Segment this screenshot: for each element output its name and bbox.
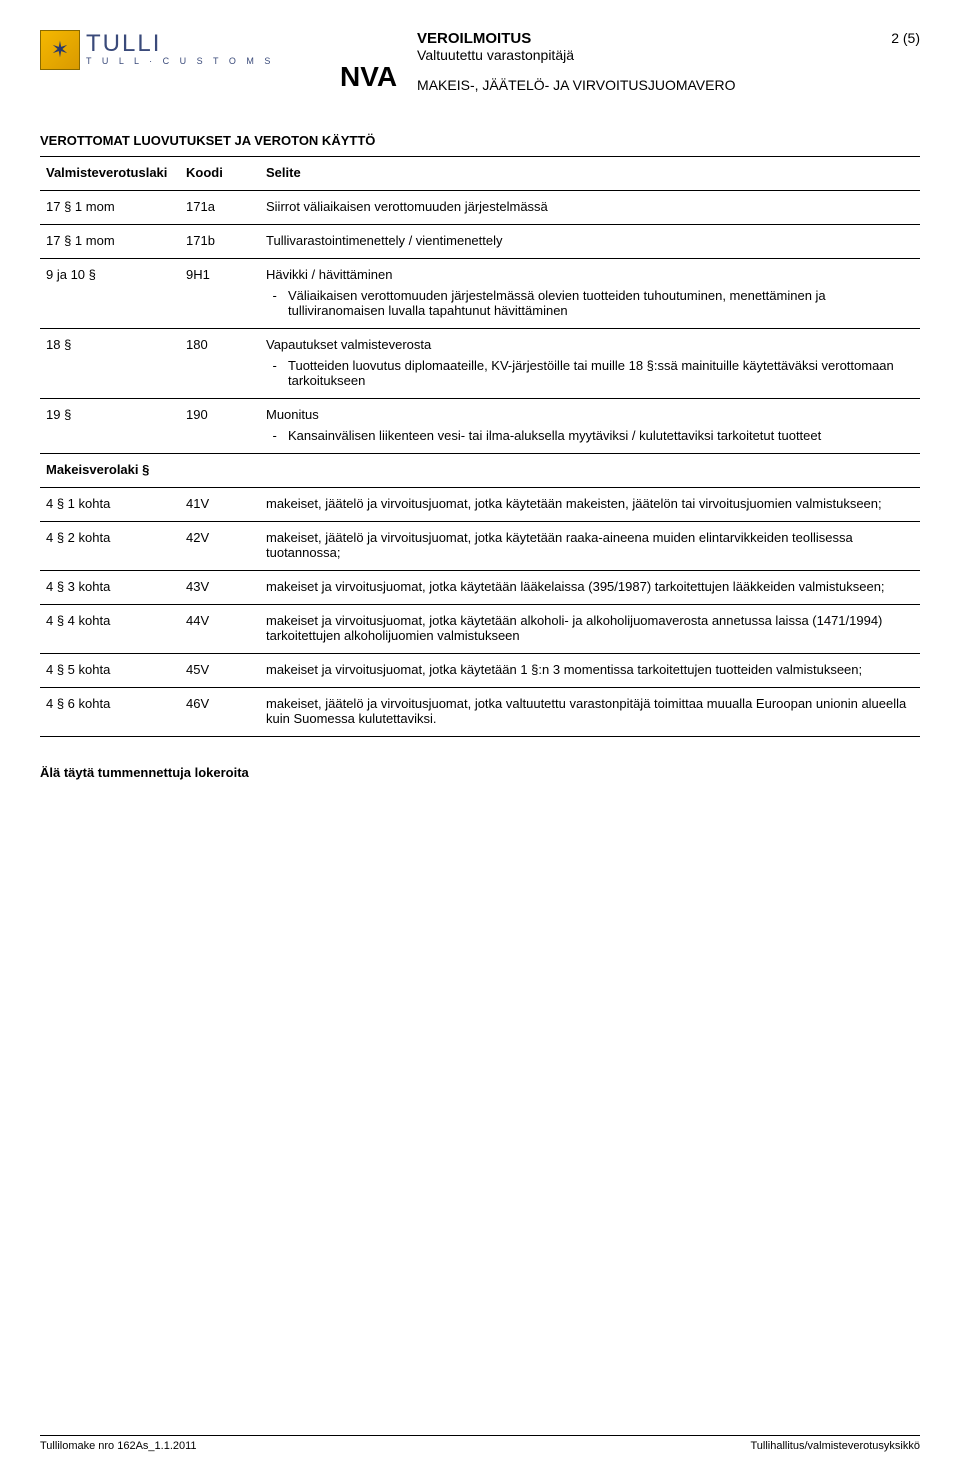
cell-law: 19 §	[40, 399, 180, 454]
cell-code: 42V	[180, 522, 260, 571]
desc-sublist: Kansainvälisen liikenteen vesi- tai ilma…	[266, 428, 914, 443]
doc-title-3: MAKEIS-, JÄÄTELÖ- JA VIRVOITUSJUOMAVERO	[417, 77, 871, 93]
cell-law: 4 § 1 kohta	[40, 488, 180, 522]
title-block: VEROILMOITUS Valtuutettu varastonpitäjä …	[417, 30, 920, 93]
cell-desc: makeiset, jäätelö ja virvoitusjuomat, jo…	[260, 522, 920, 571]
cell-code: 190	[180, 399, 260, 454]
footer-right: Tullihallitus/valmisteverotusyksikkö	[750, 1440, 920, 1452]
customs-emblem-icon: ✶	[40, 30, 80, 70]
form-code: NVA	[340, 61, 397, 93]
footer-left: Tullilomake nro 162As_1.1.2011	[40, 1440, 197, 1452]
cell-desc: Vapautukset valmisteverostaTuotteiden lu…	[260, 329, 920, 399]
cell-law: 4 § 5 kohta	[40, 654, 180, 688]
cell-desc: Tullivarastointimenettely / vientimenett…	[260, 225, 920, 259]
empty-cell	[260, 454, 920, 488]
cell-desc: makeiset, jäätelö ja virvoitusjuomat, jo…	[260, 688, 920, 737]
cell-desc: Hävikki / hävittäminenVäliaikaisen verot…	[260, 259, 920, 329]
cell-desc: makeiset ja virvoitusjuomat, jotka käyte…	[260, 654, 920, 688]
cell-desc: Siirrot väliaikaisen verottomuuden järje…	[260, 191, 920, 225]
logo-block: ✶ TULLI T U L L · C U S T O M S	[40, 30, 300, 70]
page-number: 2 (5)	[871, 30, 920, 46]
table-row: 4 § 1 kohta41Vmakeiset, jäätelö ja virvo…	[40, 488, 920, 522]
page: ✶ TULLI T U L L · C U S T O M S NVA VERO…	[0, 0, 960, 1474]
cell-code: 43V	[180, 571, 260, 605]
logo-main: TULLI	[86, 30, 274, 58]
desc-sublist: Väliaikaisen verottomuuden järjestelmäss…	[266, 288, 914, 318]
cell-code: 44V	[180, 605, 260, 654]
cell-law: 4 § 4 kohta	[40, 605, 180, 654]
cell-code: 9H1	[180, 259, 260, 329]
table-row: 17 § 1 mom171aSiirrot väliaikaisen verot…	[40, 191, 920, 225]
cell-code: 171b	[180, 225, 260, 259]
logo-sub: T U L L · C U S T O M S	[86, 56, 274, 66]
cell-law: 4 § 6 kohta	[40, 688, 180, 737]
th-desc: Selite	[260, 157, 920, 191]
header: ✶ TULLI T U L L · C U S T O M S NVA VERO…	[40, 30, 920, 93]
cell-code: 45V	[180, 654, 260, 688]
section-title: VEROTTOMAT LUOVUTUKSET JA VEROTON KÄYTTÖ	[40, 133, 920, 148]
table-header-row: Valmisteverotuslaki Koodi Selite	[40, 157, 920, 191]
footer-note: Älä täytä tummennettuja lokeroita	[40, 765, 920, 780]
table-row: 4 § 6 kohta46Vmakeiset, jäätelö ja virvo…	[40, 688, 920, 737]
cell-desc: makeiset ja virvoitusjuomat, jotka käyte…	[260, 571, 920, 605]
table-row: 18 §180Vapautukset valmisteverostaTuotte…	[40, 329, 920, 399]
cell-law: 9 ja 10 §	[40, 259, 180, 329]
cell-desc: MuonitusKansainvälisen liikenteen vesi- …	[260, 399, 920, 454]
desc-sublist-item: Kansainvälisen liikenteen vesi- tai ilma…	[284, 428, 914, 443]
cell-law: 17 § 1 mom	[40, 225, 180, 259]
cell-code: 46V	[180, 688, 260, 737]
table-row: 4 § 2 kohta42Vmakeiset, jäätelö ja virvo…	[40, 522, 920, 571]
cell-law: 18 §	[40, 329, 180, 399]
subheading-row: Makeisverolaki §	[40, 454, 920, 488]
cell-law: 4 § 3 kohta	[40, 571, 180, 605]
cell-desc: makeiset ja virvoitusjuomat, jotka käyte…	[260, 605, 920, 654]
main-table: Valmisteverotuslaki Koodi Selite 17 § 1 …	[40, 156, 920, 737]
logo-text: TULLI T U L L · C U S T O M S	[86, 30, 274, 66]
table-row: 19 §190MuonitusKansainvälisen liikenteen…	[40, 399, 920, 454]
desc-sublist-item: Väliaikaisen verottomuuden järjestelmäss…	[284, 288, 914, 318]
desc-sublist-item: Tuotteiden luovutus diplomaateille, KV-j…	[284, 358, 914, 388]
cell-code: 180	[180, 329, 260, 399]
cell-desc: makeiset, jäätelö ja virvoitusjuomat, jo…	[260, 488, 920, 522]
table-row: 17 § 1 mom171bTullivarastointimenettely …	[40, 225, 920, 259]
doc-title-2: Valtuutettu varastonpitäjä	[417, 47, 871, 63]
table-row: 4 § 3 kohta43Vmakeiset ja virvoitusjuoma…	[40, 571, 920, 605]
cell-law: 4 § 2 kohta	[40, 522, 180, 571]
table-row: 4 § 4 kohta44Vmakeiset ja virvoitusjuoma…	[40, 605, 920, 654]
cell-code: 171a	[180, 191, 260, 225]
cell-code: 41V	[180, 488, 260, 522]
th-code: Koodi	[180, 157, 260, 191]
th-law: Valmisteverotuslaki	[40, 157, 180, 191]
cell-law: 17 § 1 mom	[40, 191, 180, 225]
desc-sublist: Tuotteiden luovutus diplomaateille, KV-j…	[266, 358, 914, 388]
doc-title-1: VEROILMOITUS	[417, 30, 871, 47]
empty-cell	[180, 454, 260, 488]
table-row: 4 § 5 kohta45Vmakeiset ja virvoitusjuoma…	[40, 654, 920, 688]
table-row: 9 ja 10 §9H1Hävikki / hävittäminenVäliai…	[40, 259, 920, 329]
page-footer: Tullilomake nro 162As_1.1.2011 Tullihall…	[40, 1435, 920, 1452]
subheading-cell: Makeisverolaki §	[40, 454, 180, 488]
